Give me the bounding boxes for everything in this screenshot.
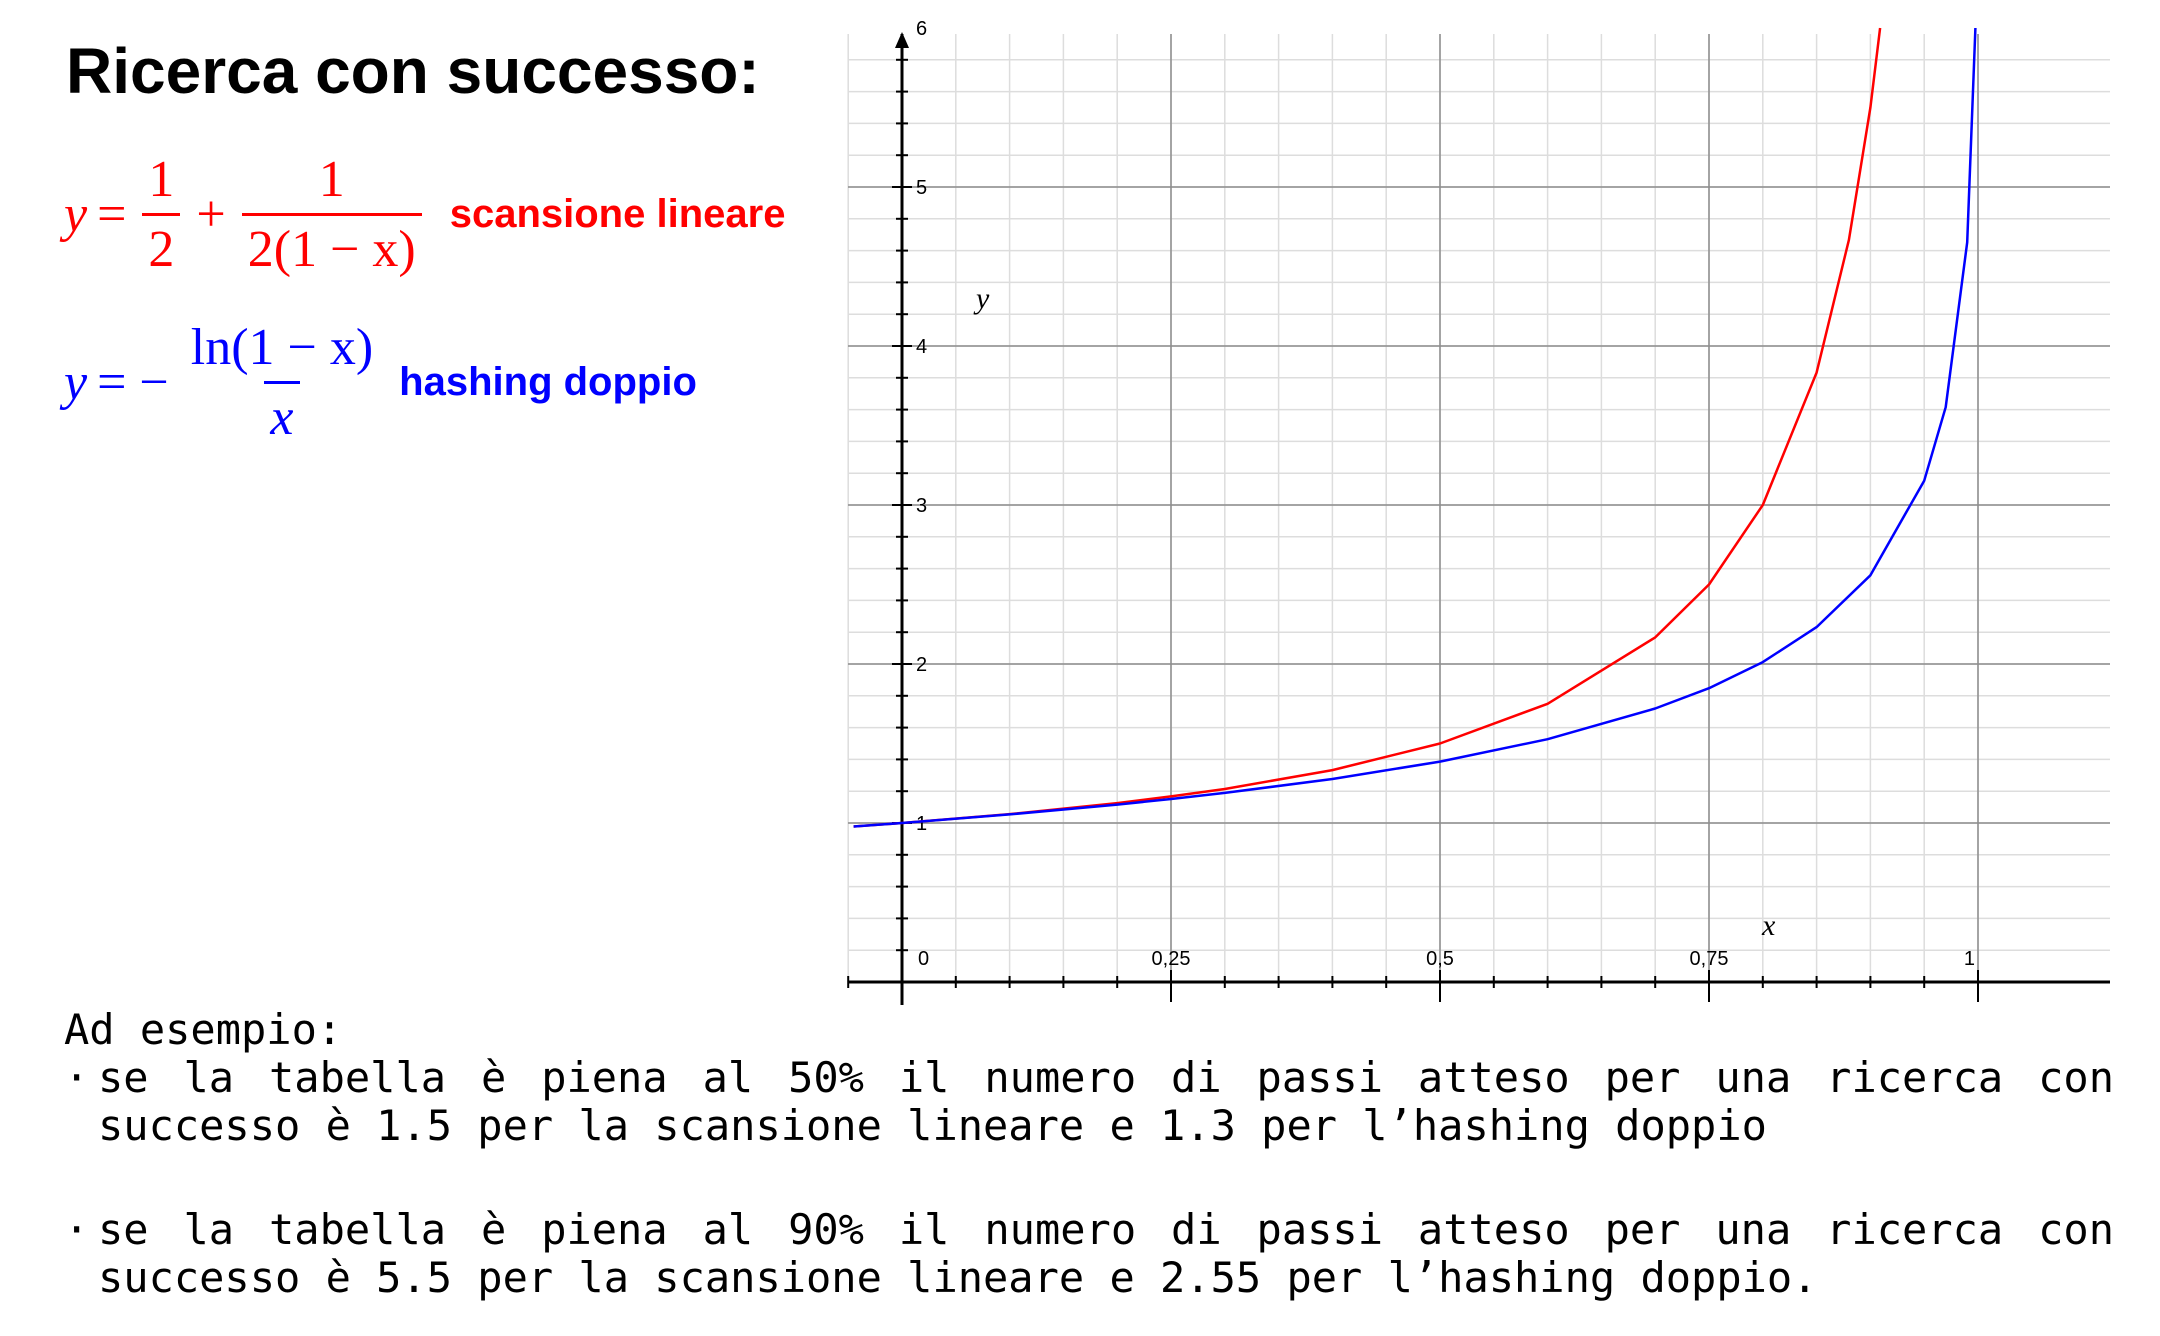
fraction-log: ln(1 − x) x [185, 318, 379, 447]
fraction-denominator: x [264, 381, 300, 447]
bullet-marker: · [64, 1053, 90, 1102]
linear-probing-curve [853, 27, 1882, 828]
list-item: · se la tabella è piena al 90% il numero… [64, 1206, 2114, 1302]
formula-y: y [64, 186, 88, 243]
fraction-numerator: 1 [318, 151, 345, 208]
linear-probing-label: scansione lineare [449, 192, 786, 236]
linear-probing-formula: y = 1 2 + 1 2(1 − x) scansione lineare [64, 150, 785, 279]
x-tick-label: 0,25 [1152, 948, 1191, 970]
fraction-denominator: 2 [142, 213, 181, 279]
x-axis-label: x [1761, 909, 1776, 942]
fraction-denominator: 2(1 − x) [241, 213, 422, 279]
intro-text: Ad esempio: [64, 1005, 343, 1054]
bullet-marker: · [64, 1205, 90, 1254]
formula-y: y [64, 354, 88, 411]
double-hashing-formula: y = − ln(1 − x) x hashing doppio [64, 318, 697, 447]
formula-plus: + [196, 186, 226, 243]
x-tick-label: 0 [918, 948, 929, 970]
y-tick-label: 5 [916, 177, 927, 199]
fraction-half: 1 2 [142, 150, 181, 279]
y-tick-label: 3 [916, 495, 927, 517]
x-tick-label: 0,75 [1690, 948, 1729, 970]
y-tick-label: 1 [916, 813, 927, 835]
y-tick-label: 4 [916, 336, 927, 358]
y-tick-label: 6 [916, 18, 927, 40]
double-hashing-label: hashing doppio [399, 360, 697, 404]
bullet-text-50: se la tabella è piena al 50% il numero d… [98, 1053, 2114, 1150]
bullet-text-90: se la tabella è piena al 90% il numero d… [98, 1205, 2114, 1302]
fraction-numerator: 1 [148, 151, 175, 208]
double-hashing-curve [853, 27, 1977, 828]
y-axis-label: y [973, 282, 990, 315]
x-tick-label: 0,5 [1426, 948, 1454, 970]
x-tick-label: 1 [1964, 948, 1975, 970]
list-item: · se la tabella è piena al 50% il numero… [64, 1054, 2114, 1150]
fraction-second: 1 2(1 − x) [241, 150, 422, 279]
explanation-text: Ad esempio: · se la tabella è piena al 5… [64, 1006, 2114, 1302]
formula-equals: = [97, 186, 127, 243]
y-axis-arrow [895, 32, 909, 48]
formula-equals-minus: = − [97, 354, 169, 411]
y-tick-label: 2 [916, 654, 927, 676]
fraction-numerator: ln(1 − x) [190, 319, 374, 376]
page-title: Ricerca con successo: [66, 35, 760, 107]
